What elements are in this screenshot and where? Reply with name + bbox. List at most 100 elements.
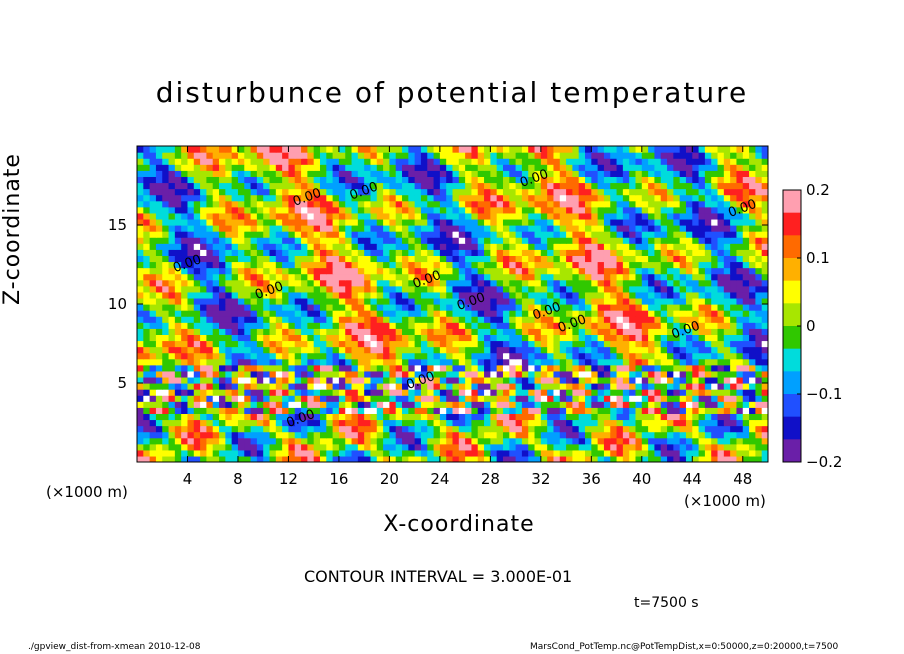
heatmap-cell bbox=[193, 370, 201, 378]
heatmap-cell bbox=[269, 352, 277, 360]
heatmap-cell bbox=[458, 218, 466, 226]
heatmap-cell bbox=[345, 334, 353, 342]
heatmap-cell bbox=[231, 176, 239, 184]
heatmap-cell bbox=[736, 297, 744, 305]
heatmap-cell bbox=[458, 389, 466, 396]
heatmap-cell bbox=[591, 419, 599, 427]
heatmap-cell bbox=[471, 389, 479, 396]
heatmap-cell bbox=[553, 225, 561, 232]
heatmap-cell bbox=[603, 401, 611, 408]
heatmap-cell bbox=[364, 316, 372, 323]
heatmap-cell bbox=[717, 225, 725, 232]
heatmap-cell bbox=[294, 267, 302, 275]
heatmap-cell bbox=[685, 437, 693, 445]
heatmap-cell bbox=[162, 194, 170, 202]
heatmap-cell bbox=[591, 455, 599, 462]
heatmap-cell bbox=[477, 255, 485, 263]
heatmap-cell bbox=[635, 449, 643, 457]
heatmap-cell bbox=[414, 218, 422, 226]
heatmap-cell bbox=[711, 237, 719, 244]
heatmap-cell bbox=[742, 291, 750, 299]
heatmap-cell bbox=[452, 237, 460, 244]
heatmap-cell bbox=[408, 200, 416, 208]
heatmap-cell bbox=[313, 212, 321, 220]
heatmap-cell bbox=[515, 310, 523, 317]
heatmap-cell bbox=[761, 370, 768, 378]
heatmap-cell bbox=[452, 316, 460, 323]
heatmap-cell bbox=[484, 170, 491, 177]
heatmap-cell bbox=[395, 279, 403, 287]
heatmap-cell bbox=[521, 279, 529, 287]
heatmap-cell bbox=[345, 352, 353, 360]
heatmap-cell bbox=[616, 237, 624, 244]
heatmap-cell bbox=[364, 200, 372, 208]
heatmap-cell bbox=[692, 261, 700, 269]
chart-title: disturbunce of potential temperature bbox=[155, 76, 749, 109]
heatmap-cell bbox=[515, 322, 523, 329]
heatmap-cell bbox=[484, 431, 491, 439]
heatmap-cell bbox=[256, 413, 264, 421]
heatmap-cell bbox=[572, 297, 580, 305]
heatmap-cell bbox=[244, 261, 252, 269]
heatmap-cell bbox=[496, 291, 504, 299]
heatmap-cell bbox=[528, 407, 536, 414]
heatmap-cell bbox=[553, 261, 561, 269]
heatmap-cell bbox=[402, 455, 409, 462]
heatmap-cell bbox=[641, 279, 649, 287]
heatmap-cell bbox=[389, 188, 397, 196]
heatmap-cell bbox=[193, 425, 201, 433]
heatmap-cell bbox=[566, 243, 573, 250]
heatmap-cell bbox=[654, 334, 662, 342]
heatmap-cell bbox=[616, 218, 624, 226]
heatmap-cell bbox=[181, 237, 189, 244]
heatmap-cell bbox=[547, 413, 555, 421]
heatmap-cell bbox=[162, 316, 170, 323]
heatmap-cell bbox=[667, 389, 674, 396]
heatmap-cell bbox=[629, 304, 637, 311]
heatmap-cell bbox=[345, 225, 353, 232]
heatmap-cell bbox=[301, 395, 308, 402]
heatmap-cell bbox=[269, 364, 277, 372]
heatmap-cell bbox=[458, 200, 466, 208]
heatmap-cell bbox=[597, 218, 605, 226]
heatmap-cell bbox=[534, 267, 542, 275]
heatmap-cell bbox=[629, 340, 637, 348]
heatmap-cell bbox=[282, 413, 290, 421]
heatmap-cell bbox=[420, 273, 428, 281]
heatmap-cell bbox=[585, 218, 592, 226]
heatmap-cell bbox=[446, 389, 454, 396]
heatmap-cell bbox=[301, 443, 308, 451]
heatmap-cell bbox=[578, 243, 586, 250]
heatmap-cell bbox=[635, 328, 643, 335]
heatmap-cell bbox=[509, 383, 517, 390]
heatmap-cell bbox=[225, 401, 233, 408]
heatmap-cell bbox=[446, 407, 454, 414]
heatmap-cell bbox=[301, 237, 308, 244]
heatmap-cell bbox=[597, 304, 605, 311]
heatmap-cell bbox=[307, 419, 315, 427]
heatmap-cell bbox=[225, 431, 233, 439]
heatmap-cell bbox=[357, 425, 365, 433]
heatmap-cell bbox=[288, 170, 296, 177]
heatmap-cell bbox=[414, 455, 422, 462]
heatmap-cell bbox=[704, 261, 712, 269]
heatmap-cell bbox=[269, 419, 277, 427]
heatmap-cell bbox=[345, 267, 353, 275]
heatmap-cell bbox=[326, 370, 334, 378]
heatmap-cell bbox=[736, 340, 744, 348]
heatmap-cell bbox=[244, 346, 252, 354]
heatmap-cell bbox=[704, 322, 712, 329]
heatmap-cell bbox=[654, 273, 662, 281]
heatmap-cell bbox=[307, 285, 315, 293]
heatmap-cell bbox=[704, 170, 712, 177]
heatmap-cell bbox=[376, 352, 384, 360]
heatmap-cell bbox=[698, 383, 706, 390]
heatmap-cell bbox=[622, 322, 630, 329]
heatmap-cell bbox=[338, 358, 346, 366]
heatmap-cell bbox=[269, 176, 277, 184]
heatmap-cell bbox=[250, 182, 258, 190]
heatmap-cell bbox=[263, 291, 271, 299]
heatmap-cell bbox=[622, 158, 630, 165]
heatmap-cell bbox=[282, 376, 290, 384]
heatmap-cell bbox=[730, 237, 738, 244]
